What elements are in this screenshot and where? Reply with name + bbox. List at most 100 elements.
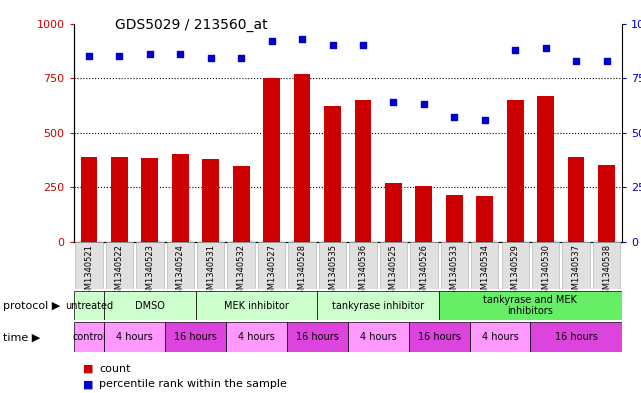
Text: GSM1340524: GSM1340524 [176,244,185,300]
Point [540,44,551,51]
FancyBboxPatch shape [409,322,469,352]
Point [206,55,216,62]
FancyBboxPatch shape [593,242,620,289]
FancyBboxPatch shape [75,242,103,289]
Bar [354,100,371,242]
FancyBboxPatch shape [379,242,407,289]
Bar [294,74,310,242]
Text: GSM1340535: GSM1340535 [328,244,337,300]
Bar [263,78,280,242]
Text: ■: ■ [83,379,94,389]
Bar [142,158,158,242]
FancyBboxPatch shape [439,291,622,320]
Bar [537,95,554,242]
FancyBboxPatch shape [319,242,346,289]
Text: untreated: untreated [65,301,113,310]
Text: DMSO: DMSO [135,301,165,310]
Point [145,51,155,57]
Text: GSM1340529: GSM1340529 [511,244,520,300]
FancyBboxPatch shape [562,242,590,289]
Point [297,36,307,42]
Text: 4 hours: 4 hours [116,332,153,342]
FancyBboxPatch shape [197,242,224,289]
Bar [476,196,493,242]
FancyBboxPatch shape [74,322,104,352]
Text: GDS5029 / 213560_at: GDS5029 / 213560_at [115,18,268,32]
Text: GSM1340532: GSM1340532 [237,244,246,300]
FancyBboxPatch shape [530,322,622,352]
Text: 16 hours: 16 hours [296,332,338,342]
FancyBboxPatch shape [287,322,347,352]
Bar [111,157,128,242]
Text: 16 hours: 16 hours [554,332,597,342]
Text: GSM1340533: GSM1340533 [450,244,459,300]
Text: control: control [72,332,106,342]
Point [479,116,490,123]
FancyBboxPatch shape [167,242,194,289]
Bar [172,154,188,242]
FancyBboxPatch shape [74,291,104,320]
FancyBboxPatch shape [106,242,133,289]
Point [84,53,94,59]
Text: time ▶: time ▶ [3,332,40,342]
Bar [415,186,432,242]
FancyBboxPatch shape [410,242,438,289]
FancyBboxPatch shape [104,291,196,320]
Bar [324,107,341,242]
Text: GSM1340521: GSM1340521 [85,244,94,300]
Bar [507,100,524,242]
Text: GSM1340528: GSM1340528 [297,244,306,300]
Text: tankyrase and MEK
inhibitors: tankyrase and MEK inhibitors [483,295,578,316]
FancyBboxPatch shape [226,322,287,352]
Text: GSM1340530: GSM1340530 [541,244,550,300]
FancyBboxPatch shape [104,322,165,352]
Text: GSM1340537: GSM1340537 [572,244,581,300]
Text: count: count [99,364,131,374]
Point [114,53,124,59]
Text: GSM1340534: GSM1340534 [480,244,489,300]
Text: protocol ▶: protocol ▶ [3,301,60,311]
FancyBboxPatch shape [471,242,499,289]
Text: tankyrase inhibitor: tankyrase inhibitor [332,301,424,310]
Text: GSM1340536: GSM1340536 [358,244,367,300]
Point [571,57,581,64]
FancyBboxPatch shape [228,242,255,289]
Point [236,55,246,62]
Text: percentile rank within the sample: percentile rank within the sample [99,379,287,389]
Bar [446,195,463,242]
FancyBboxPatch shape [288,242,316,289]
Text: GSM1340526: GSM1340526 [419,244,428,300]
FancyBboxPatch shape [532,242,560,289]
Text: GSM1340538: GSM1340538 [602,244,611,300]
Text: 4 hours: 4 hours [481,332,519,342]
Text: 4 hours: 4 hours [360,332,397,342]
Text: ■: ■ [83,364,94,374]
FancyBboxPatch shape [440,242,468,289]
FancyBboxPatch shape [501,242,529,289]
Point [328,42,338,48]
FancyBboxPatch shape [469,322,530,352]
Text: 16 hours: 16 hours [174,332,217,342]
FancyBboxPatch shape [196,291,317,320]
Point [419,101,429,107]
Bar [568,157,585,242]
Bar [233,167,249,242]
FancyBboxPatch shape [258,242,285,289]
Text: GSM1340525: GSM1340525 [389,244,398,300]
Text: GSM1340531: GSM1340531 [206,244,215,300]
FancyBboxPatch shape [347,322,409,352]
Point [267,38,277,44]
Text: 4 hours: 4 hours [238,332,275,342]
Point [449,114,460,121]
Text: GSM1340523: GSM1340523 [146,244,154,300]
Point [601,57,612,64]
Point [175,51,185,57]
Bar [598,165,615,242]
Text: GSM1340522: GSM1340522 [115,244,124,300]
FancyBboxPatch shape [165,322,226,352]
Bar [203,159,219,242]
Text: 16 hours: 16 hours [418,332,460,342]
FancyBboxPatch shape [349,242,377,289]
Text: GSM1340527: GSM1340527 [267,244,276,300]
FancyBboxPatch shape [136,242,163,289]
